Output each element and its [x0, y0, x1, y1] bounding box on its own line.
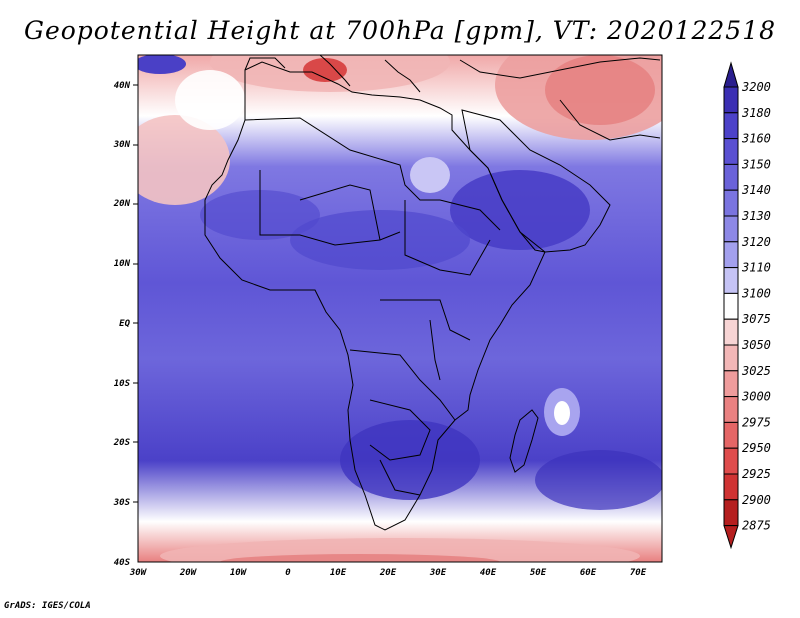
colorbar-label: 3150: [741, 157, 771, 171]
lon-tick: 20E: [379, 568, 397, 578]
map-frame: [137, 54, 663, 563]
grads-credit: GrADS: IGES/COLA: [4, 601, 91, 611]
lon-tick: 10W: [230, 568, 248, 578]
colorbar-min-arrow: [723, 525, 739, 550]
coastlines: [204, 54, 661, 531]
colorbar-swatch: [723, 318, 739, 346]
lon-tick: 50E: [530, 568, 547, 578]
lat-tick: 10N: [114, 259, 131, 269]
height-field: [138, 55, 662, 562]
colorbar-swatch: [723, 163, 739, 191]
lat-tick: 10S: [114, 379, 131, 389]
colorbar-swatch: [723, 112, 739, 140]
colorbar-label: 3100: [741, 286, 771, 300]
colorbar-label: 3025: [741, 364, 771, 378]
lon-tick: 30W: [129, 568, 148, 578]
colorbar-swatch: [723, 344, 739, 372]
colorbar-swatch: [723, 215, 739, 243]
lon-tick: 20W: [179, 568, 198, 578]
colorbar-swatch: [723, 267, 739, 294]
lat-tick: 40N: [114, 81, 131, 91]
colorbar-label: 3130: [741, 209, 771, 223]
colorbar-swatch: [723, 86, 739, 114]
colorbar-label: 3120: [741, 235, 771, 249]
map-title: Geopotential Height at 700hPa [gpm], VT:…: [23, 16, 777, 45]
lon-tick: 60E: [580, 568, 597, 578]
colorbar-swatch: [723, 241, 739, 269]
colorbar-label: 3050: [741, 338, 771, 352]
colorbar-label: 3000: [741, 390, 771, 404]
lat-tick: EQ: [119, 319, 130, 329]
colorbar-label: 2875: [742, 519, 771, 533]
colorbar-label: 3075: [741, 312, 771, 326]
lat-tick: 20N: [113, 199, 131, 209]
colorbar: 3200 3180 3160 3150 3140 3130 3120 3110 3100 3075…: [723, 61, 771, 550]
lon-tick: 0: [285, 568, 291, 578]
colorbar-label: 3140: [741, 183, 771, 197]
colorbar-swatch: [723, 421, 739, 449]
colorbar-label: 2900: [742, 493, 771, 507]
colorbar-label: 3160: [741, 132, 771, 146]
lon-tick: 40E: [480, 568, 497, 578]
colorbar-swatch: [723, 499, 739, 527]
lon-tick: 10E: [330, 568, 347, 578]
lat-axis: 40N 30N 20N 10N EQ 10S 20S 30S 40S: [113, 81, 131, 568]
colorbar-swatch: [723, 473, 739, 501]
colorbar-swatch: [723, 396, 739, 423]
lon-tick: 30E: [429, 568, 447, 578]
colorbar-swatch: [723, 447, 739, 475]
colorbar-label: 2950: [742, 441, 771, 455]
colorbar-swatch: [723, 138, 739, 165]
colorbar-label: 3110: [741, 261, 771, 275]
colorbar-label: 3180: [741, 106, 771, 120]
lat-tick: 20S: [113, 438, 131, 448]
colorbar-label: 2925: [742, 467, 771, 481]
colorbar-swatch: [723, 189, 739, 217]
colorbar-max-arrow: [723, 61, 739, 88]
lat-tick-marks: [133, 84, 138, 503]
colorbar-label: 2975: [742, 415, 771, 429]
lat-tick: 40S: [114, 558, 131, 568]
colorbar-swatch: [723, 292, 739, 320]
colorbar-swatch: [723, 370, 739, 398]
lat-tick: 30N: [113, 140, 131, 150]
lat-tick: 30S: [113, 498, 131, 508]
lon-tick: 70E: [630, 568, 647, 578]
lon-axis: 30W 20W 10W 0 10E 20E 30E 40E 50E 60E 70…: [129, 568, 647, 578]
colorbar-label: 3200: [741, 80, 771, 94]
